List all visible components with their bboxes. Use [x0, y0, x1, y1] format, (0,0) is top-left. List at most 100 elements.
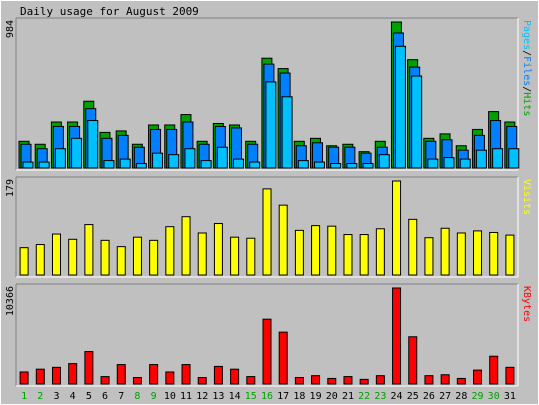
bar-kbytes-day-20 — [327, 377, 337, 385]
x-axis-day-labels: 1 2 3 4 5 6 7 8 9 10 11 12 13 14 15 16 17 18 19 20 21 22 23 24 2… — [21, 391, 516, 402]
bar-pages-day-11 — [184, 148, 196, 169]
bar-kbytes-day-7 — [116, 364, 126, 385]
bar-visits-day-14 — [230, 236, 240, 276]
bar-pages-day-30 — [492, 148, 504, 169]
legend-kbytes: KBytes — [521, 286, 532, 322]
x-label-day-16: 16 — [261, 391, 273, 402]
bar-visits-day-3 — [51, 233, 61, 276]
bar-pages-day-26 — [427, 158, 439, 169]
bar-visits-day-27 — [440, 227, 450, 276]
bar-visits-day-6 — [100, 239, 110, 276]
x-label-day-8: 8 — [134, 391, 140, 402]
bar-kbytes-day-9 — [149, 364, 159, 385]
bar-visits-day-18 — [294, 229, 304, 276]
bar-pages-day-1 — [22, 161, 34, 169]
bar-kbytes-day-10 — [165, 371, 175, 385]
x-label-day-20: 20 — [326, 391, 338, 402]
bar-visits-day-11 — [181, 216, 191, 276]
bar-pages-day-24 — [394, 45, 406, 169]
bar-kbytes-day-5 — [84, 351, 94, 385]
bar-visits-day-9 — [149, 239, 159, 276]
bar-pages-day-19 — [313, 161, 325, 169]
x-label-day-14: 14 — [229, 391, 241, 402]
bar-pages-day-2 — [38, 161, 50, 169]
bar-visits-day-5 — [84, 224, 94, 276]
bar-visits-day-29 — [473, 230, 483, 276]
bar-visits-day-21 — [343, 234, 353, 276]
bar-kbytes-day-6 — [100, 376, 110, 385]
x-label-day-19: 19 — [310, 391, 322, 402]
bar-pages-day-9 — [152, 152, 164, 169]
bar-pages-day-7 — [119, 158, 131, 169]
bar-kbytes-day-25 — [408, 336, 418, 385]
panel-3-legend: KBytes — [521, 286, 532, 322]
bar-kbytes-day-8 — [132, 377, 142, 385]
x-label-day-12: 12 — [196, 391, 208, 402]
bar-pages-day-21 — [346, 163, 358, 169]
bar-visits-day-12 — [197, 232, 207, 276]
x-label-day-9: 9 — [151, 391, 157, 402]
bar-kbytes-day-3 — [51, 366, 61, 385]
bar-visits-day-7 — [116, 246, 126, 276]
x-label-day-21: 21 — [342, 391, 354, 402]
bar-pages-day-12 — [200, 160, 212, 169]
bar-visits-day-8 — [132, 236, 142, 276]
chart-title: Daily usage for August 2009 — [20, 5, 199, 18]
bar-pages-day-22 — [362, 163, 374, 169]
x-label-day-3: 3 — [53, 391, 59, 402]
bar-kbytes-day-16 — [262, 318, 272, 385]
bar-pages-day-18 — [297, 160, 309, 169]
panel-1-legend: Pages/Files/Hits — [521, 20, 532, 116]
bar-pages-day-4 — [71, 137, 83, 169]
bar-kbytes-day-18 — [294, 377, 304, 385]
bar-kbytes-day-11 — [181, 364, 191, 385]
bar-pages-day-27 — [443, 157, 455, 169]
chart-panel-1: 984 Pages/Files/Hits — [5, 17, 532, 171]
bar-visits-day-1 — [19, 247, 29, 276]
bar-pages-day-28 — [459, 158, 471, 169]
bar-pages-day-8 — [135, 163, 147, 169]
bar-pages-day-20 — [330, 163, 342, 169]
legend-separator: / — [521, 50, 532, 56]
bar-visits-day-15 — [246, 237, 256, 276]
x-label-day-18: 18 — [293, 391, 305, 402]
bar-visits-day-19 — [311, 225, 321, 276]
legend-visits: Visits — [521, 179, 532, 215]
bar-kbytes-day-31 — [505, 366, 515, 385]
bar-kbytes-day-13 — [213, 365, 223, 385]
x-label-day-2: 2 — [37, 391, 43, 402]
bar-pages-day-16 — [265, 81, 277, 169]
x-label-day-28: 28 — [455, 391, 467, 402]
bar-kbytes-day-26 — [424, 375, 434, 385]
panel-2-ymax-label: 179 — [5, 179, 16, 197]
bar-kbytes-day-17 — [278, 331, 288, 385]
bar-kbytes-day-28 — [456, 377, 466, 385]
bar-kbytes-day-14 — [230, 368, 240, 385]
panel-1-ymax-label: 984 — [5, 20, 16, 38]
bar-pages-day-31 — [508, 148, 520, 169]
x-label-day-4: 4 — [70, 391, 76, 402]
bar-kbytes-day-1 — [19, 371, 29, 385]
bar-visits-day-4 — [68, 238, 78, 276]
bar-visits-day-31 — [505, 234, 515, 276]
bar-kbytes-day-23 — [375, 375, 385, 385]
panel-2-legend: Visits — [521, 179, 532, 215]
x-label-day-22: 22 — [358, 391, 370, 402]
bar-kbytes-day-24 — [392, 287, 402, 385]
bar-kbytes-day-2 — [35, 368, 45, 385]
bar-kbytes-day-30 — [489, 355, 499, 385]
bar-pages-day-6 — [103, 160, 115, 169]
bar-pages-day-13 — [216, 146, 228, 169]
chart-panel-2: 179 Visits — [5, 176, 532, 278]
x-label-day-31: 31 — [504, 391, 516, 402]
bar-pages-day-5 — [87, 120, 99, 169]
panel-3-ymax-label: 10366 — [5, 286, 16, 316]
bar-pages-day-14 — [233, 158, 245, 169]
bar-pages-day-3 — [54, 148, 66, 169]
legend-hits: Hits — [521, 92, 532, 116]
x-label-day-1: 1 — [21, 391, 27, 402]
bar-visits-day-26 — [424, 237, 434, 276]
x-label-day-27: 27 — [439, 391, 451, 402]
